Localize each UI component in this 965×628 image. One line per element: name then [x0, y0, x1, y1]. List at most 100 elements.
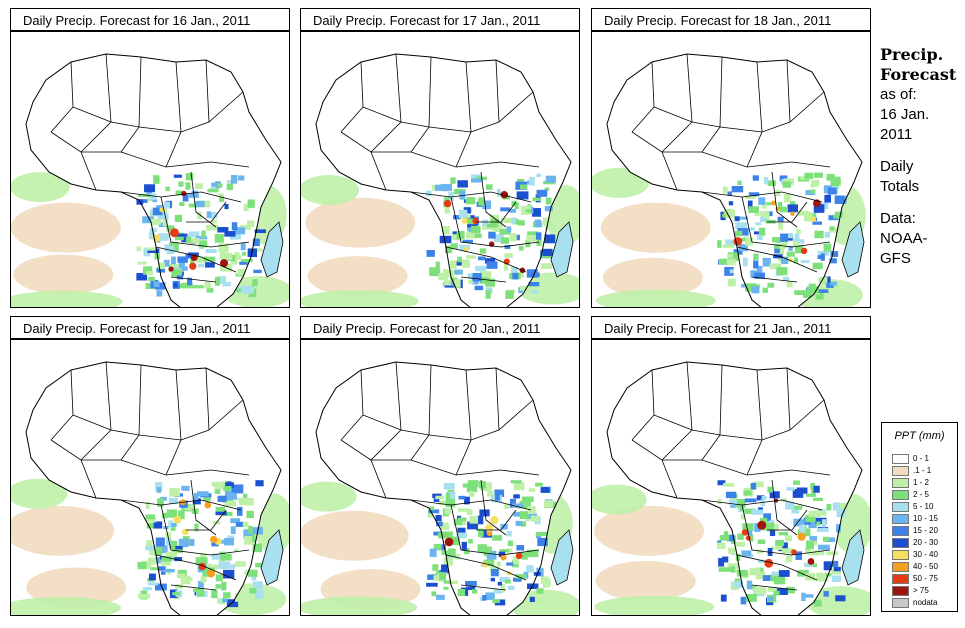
precip-cell	[150, 193, 157, 201]
precip-cell	[162, 218, 168, 227]
precip-cell	[834, 211, 843, 218]
precip-cell	[439, 235, 452, 244]
precip-cell	[479, 277, 490, 284]
precip-cell	[478, 197, 485, 206]
precip-cell	[246, 510, 254, 519]
country-border	[186, 201, 227, 223]
precip-cell	[774, 244, 785, 249]
precip-cell	[762, 257, 771, 267]
country-border	[190, 479, 217, 536]
precip-cell	[165, 186, 170, 192]
madagascar	[841, 529, 865, 586]
precip-cell	[230, 526, 236, 534]
precip-cell	[454, 269, 463, 275]
country-border	[476, 509, 517, 531]
precip-cell	[746, 580, 753, 590]
precip-cell	[510, 266, 518, 276]
precip-cell	[185, 182, 191, 190]
precip-cell	[150, 218, 161, 225]
precip-cell	[220, 553, 232, 561]
precip-cell	[465, 586, 476, 591]
heavy-precip-spot	[472, 217, 479, 225]
heading-line2: Forecast	[880, 65, 957, 84]
precip-cell	[426, 190, 432, 197]
precip-cell	[737, 228, 749, 236]
legend-item: 0 - 1	[892, 453, 929, 464]
precip-cell	[810, 489, 816, 496]
precip-cell	[545, 197, 552, 205]
precip-cell	[246, 220, 255, 228]
precip-cell	[774, 245, 781, 254]
precip-cell	[821, 202, 829, 210]
precip-cell	[187, 277, 193, 286]
precip-cell	[816, 289, 829, 293]
forecast-panel-day-1: Daily Precip. Forecast for 16 Jan., 2011	[10, 8, 290, 308]
precip-cell	[175, 190, 183, 196]
precip-cell	[516, 545, 525, 551]
country-border	[736, 554, 818, 581]
precip-cell	[756, 549, 764, 554]
precip-cell	[445, 498, 456, 508]
precip-cell	[543, 578, 551, 587]
precip-cell	[165, 551, 178, 561]
precip-cell	[230, 257, 238, 265]
precip-cell	[544, 223, 555, 230]
legend-label: > 75	[913, 586, 929, 595]
precip-cell	[440, 183, 453, 192]
precip-cell	[137, 593, 150, 599]
legend-item: 2 - 5	[892, 489, 929, 500]
precip-cell	[472, 272, 482, 282]
precip-cell	[511, 217, 516, 224]
precip-cell	[157, 498, 164, 507]
precip-cell	[817, 255, 823, 260]
precip-cell	[445, 269, 455, 278]
precip-cell	[172, 592, 181, 596]
precip-cell	[813, 485, 820, 493]
legend-swatch	[892, 549, 909, 560]
precip-cell	[485, 592, 495, 600]
precip-cell	[803, 594, 814, 598]
precip-cell	[513, 234, 520, 241]
precip-cell	[824, 276, 831, 284]
precip-cell	[178, 510, 185, 520]
ocean-precip-patch	[11, 172, 70, 203]
precip-cell	[432, 564, 439, 571]
legend-item: 5 - 10	[892, 501, 933, 512]
precip-cell	[238, 498, 251, 506]
precip-cell	[145, 514, 156, 520]
heavy-precip-spot	[443, 199, 452, 208]
precip-cell	[247, 199, 255, 208]
precip-cell	[793, 480, 800, 485]
precip-cell	[249, 588, 257, 594]
madagascar	[550, 221, 574, 278]
country-border	[81, 459, 250, 476]
precip-cell	[138, 193, 151, 198]
precip-cell	[218, 243, 229, 253]
precip-cell	[226, 599, 239, 608]
precip-cell	[195, 200, 205, 208]
precip-cell	[462, 239, 473, 243]
precip-cell	[215, 511, 227, 516]
precip-cell	[500, 523, 508, 530]
precip-cell	[230, 564, 236, 570]
heavy-precip-spot	[173, 515, 182, 524]
precip-cell	[530, 515, 540, 522]
country-border	[205, 59, 210, 123]
precip-cell	[821, 519, 827, 528]
precip-cell	[433, 498, 440, 502]
country-border	[72, 106, 140, 128]
precip-cell	[158, 566, 166, 571]
precip-cell	[789, 201, 796, 208]
precip-cell	[427, 574, 437, 580]
precip-cell	[833, 567, 841, 572]
country-border	[445, 246, 527, 273]
country-border	[701, 191, 823, 203]
precip-cell	[144, 184, 156, 193]
precip-cell	[195, 256, 208, 263]
map-canvas	[592, 361, 870, 615]
precip-cell	[793, 257, 799, 264]
precip-cell	[494, 599, 506, 606]
precip-cell	[136, 246, 142, 252]
legend-label: .1 - 1	[913, 466, 932, 475]
precip-cell	[458, 508, 470, 512]
